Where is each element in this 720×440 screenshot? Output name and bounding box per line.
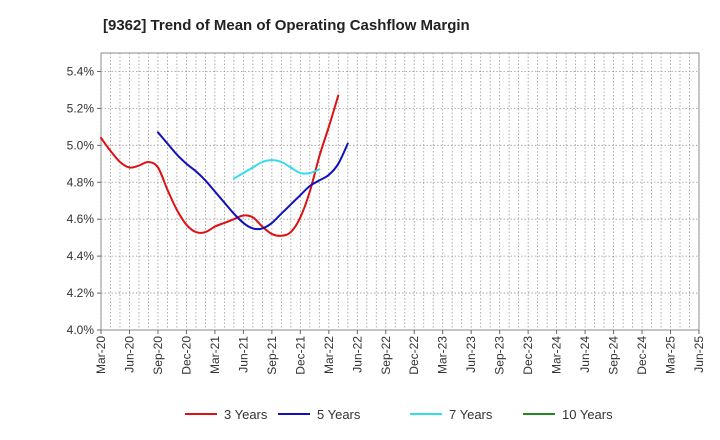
y-tick-label: 5.0%	[67, 138, 95, 152]
x-tick-label: Mar-21	[208, 336, 222, 374]
chart-title: [9362] Trend of Mean of Operating Cashfl…	[103, 17, 470, 34]
x-tick-label: Sep-20	[151, 336, 165, 375]
x-tick-label: Sep-24	[607, 336, 621, 375]
x-tick-label: Dec-23	[521, 336, 535, 375]
x-tick-label: Jun-23	[464, 336, 478, 373]
legend-label: 5 Years	[317, 407, 361, 422]
series-line-5-years	[157, 131, 349, 231]
series-line-3-years	[100, 94, 340, 237]
x-tick-label: Dec-24	[635, 336, 649, 375]
x-tick-label: Mar-20	[94, 336, 108, 374]
y-tick-label: 4.8%	[67, 175, 95, 189]
x-tick-label: Dec-21	[293, 336, 307, 375]
x-tick-label: Mar-22	[322, 336, 336, 374]
x-tick-label: Jun-22	[350, 336, 364, 373]
legend-label: 10 Years	[562, 407, 613, 422]
grid-layer	[100, 53, 700, 330]
series-line-7-years	[232, 159, 321, 180]
x-tick-label: Dec-20	[179, 336, 193, 375]
y-tick-label: 4.4%	[67, 249, 95, 263]
y-tick-label: 5.4%	[67, 64, 95, 78]
x-tick-label: Jun-20	[122, 336, 136, 373]
x-tick-label: Sep-21	[265, 336, 279, 375]
axis-layer: Mar-20 Jun-20 Sep-20 Dec-20 Mar-21 Jun-21 Sep-…	[67, 64, 706, 374]
x-tick-label: Jun-21	[236, 336, 250, 373]
x-tick-label: Dec-22	[407, 336, 421, 375]
legend-label: 3 Years	[224, 407, 268, 422]
x-tick-label: Mar-23	[436, 336, 450, 374]
x-tick-label: Jun-25	[692, 336, 706, 373]
x-tick-label: Sep-23	[493, 336, 507, 375]
legend-label: 7 Years	[449, 407, 493, 422]
x-tick-label: Mar-25	[664, 336, 678, 374]
legend: 3 Years 5 Years 7 Years 10 Years	[185, 407, 613, 422]
y-tick-label: 5.2%	[67, 101, 95, 115]
y-tick-label: 4.0%	[67, 323, 95, 337]
y-tick-label: 4.6%	[67, 212, 95, 226]
x-tick-label: Mar-24	[550, 336, 564, 374]
series-layer	[100, 94, 349, 237]
x-tick-label: Jun-24	[578, 336, 592, 373]
y-tick-label: 4.2%	[67, 286, 95, 300]
x-tick-label: Sep-22	[379, 336, 393, 375]
plot-area	[100, 52, 700, 331]
